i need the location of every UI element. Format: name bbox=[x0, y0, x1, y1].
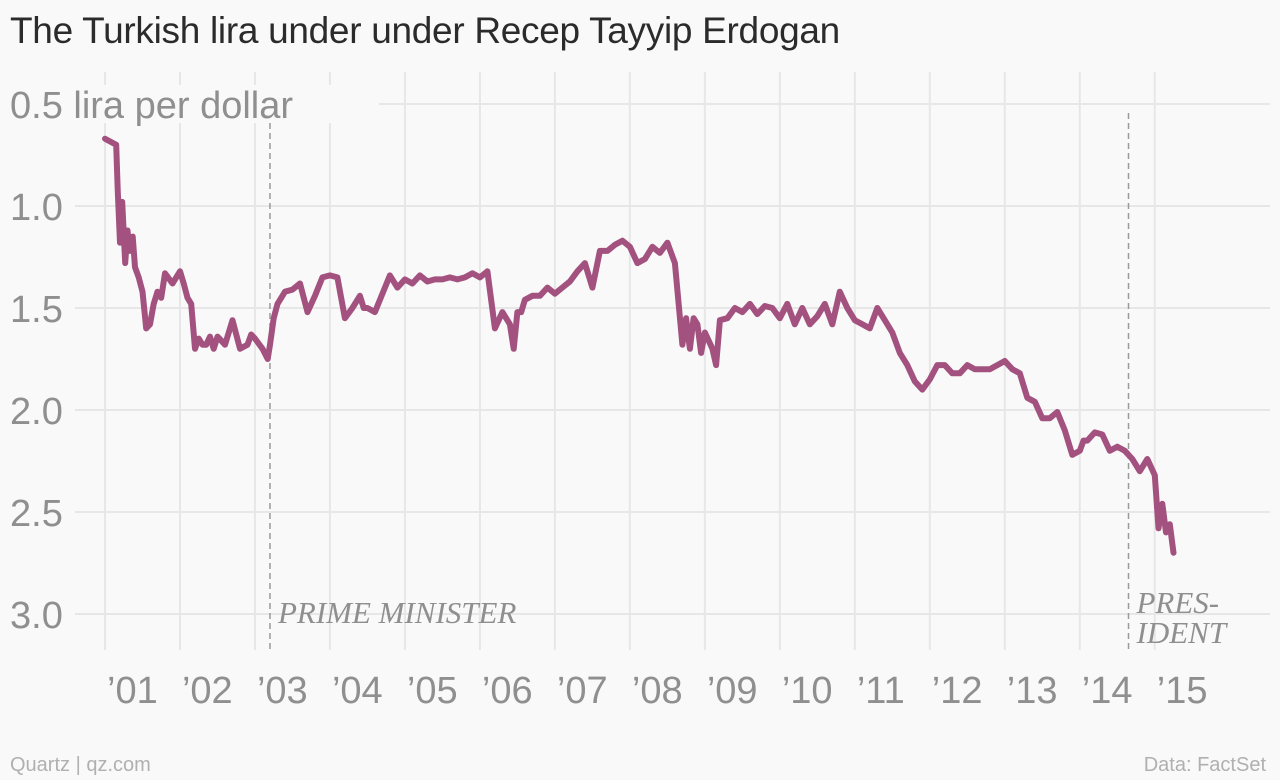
annotation-label: PRES- bbox=[1136, 585, 1220, 620]
y-tick-labels: 0.5 lira per dollar 1.0 1.5 2.0 2.5 3.0 bbox=[6, 85, 379, 637]
x-tick-label: ’13 bbox=[1007, 670, 1058, 712]
x-tick-labels: ’01 ’02 ’03 ’04 ’05 ’06 ’07 ’08 ’09 ’10 ’11 ’12 ’13 ’… bbox=[107, 670, 1207, 712]
y-tick-label-bg bbox=[6, 289, 75, 327]
x-tick-label: ’14 bbox=[1082, 670, 1133, 712]
x-tick-label: ’12 bbox=[932, 670, 983, 712]
x-tick-label: ’06 bbox=[482, 670, 533, 712]
x-tick-label: ’10 bbox=[782, 670, 833, 712]
y-tick-label: 1.0 bbox=[10, 187, 63, 229]
chart-title: The Turkish lira under under Recep Tayyi… bbox=[10, 10, 840, 51]
y-tick-label: 2.5 bbox=[10, 493, 63, 535]
x-tick-label: ’02 bbox=[182, 670, 233, 712]
annotation-label: IDENT bbox=[1136, 615, 1229, 650]
x-tick-label: ’08 bbox=[632, 670, 683, 712]
x-tick-label: ’11 bbox=[857, 670, 905, 712]
source-credit: Quartz | qz.com bbox=[10, 754, 151, 776]
x-tick-label: ’09 bbox=[707, 670, 758, 712]
x-tick-label: ’01 bbox=[107, 670, 158, 712]
x-tick-label: ’15 bbox=[1157, 670, 1208, 712]
annotation-label: PRIME MINISTER bbox=[277, 595, 517, 630]
y-tick-label: 1.5 bbox=[10, 289, 63, 331]
annotations: PRIME MINISTER PRES-IDENT bbox=[269, 113, 1229, 650]
y-tick-label-bg bbox=[6, 391, 75, 429]
x-tick-label: ’03 bbox=[257, 670, 308, 712]
x-tick-label: ’07 bbox=[557, 670, 608, 712]
x-tick-label: ’04 bbox=[332, 670, 383, 712]
y-tick-label-bg bbox=[6, 187, 75, 225]
series-line bbox=[102, 135, 1177, 556]
y-tick-label: 0.5 lira per dollar bbox=[10, 85, 293, 127]
y-tick-label: 2.0 bbox=[10, 391, 63, 433]
y-tick-label: 3.0 bbox=[10, 595, 63, 637]
y-gridlines bbox=[10, 103, 1270, 615]
y-tick-label-bg bbox=[6, 85, 379, 123]
data-source: Data: FactSet bbox=[1143, 754, 1266, 776]
y-tick-label-bg bbox=[6, 595, 75, 633]
x-tick-label: ’05 bbox=[407, 670, 458, 712]
y-tick-label-bg bbox=[6, 493, 75, 531]
x-gridlines bbox=[104, 72, 1156, 650]
series-group bbox=[102, 135, 1177, 556]
